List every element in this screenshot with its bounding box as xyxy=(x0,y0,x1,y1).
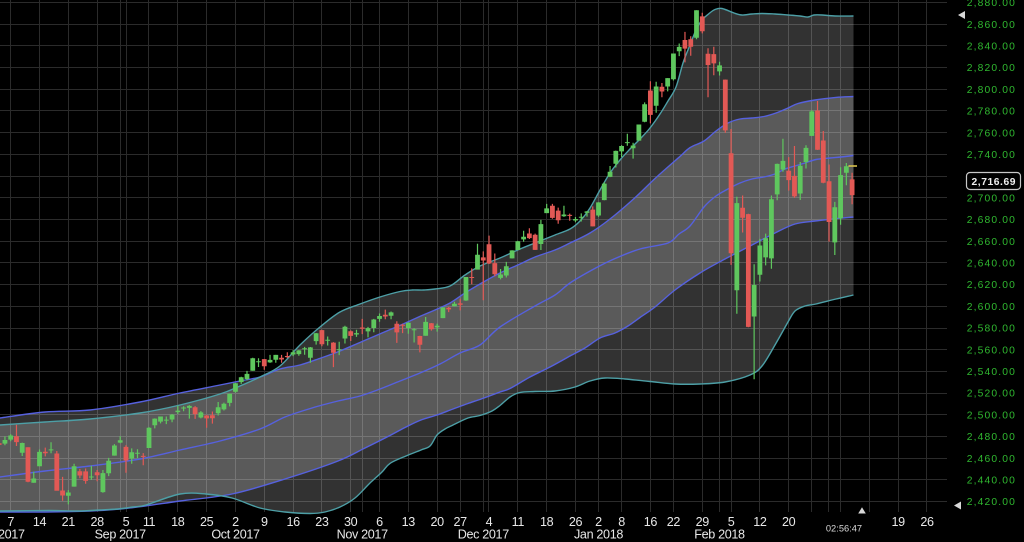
svg-text:Jan 2018: Jan 2018 xyxy=(574,528,623,542)
svg-text:16: 16 xyxy=(286,515,300,529)
svg-text:2,740.00: 2,740.00 xyxy=(967,150,1016,161)
svg-text:2: 2 xyxy=(232,515,239,529)
svg-text:Sep 2017: Sep 2017 xyxy=(95,528,146,542)
svg-text:25: 25 xyxy=(200,515,214,529)
svg-text:29: 29 xyxy=(696,515,710,529)
svg-text:6: 6 xyxy=(376,515,383,529)
svg-text:2,420.00: 2,420.00 xyxy=(967,497,1016,508)
svg-text:4: 4 xyxy=(486,515,493,529)
svg-text:2,860.00: 2,860.00 xyxy=(967,20,1016,31)
svg-text:2,520.00: 2,520.00 xyxy=(967,389,1016,400)
svg-text:2,480.00: 2,480.00 xyxy=(967,432,1016,443)
svg-text:11: 11 xyxy=(512,515,525,529)
svg-text:2,820.00: 2,820.00 xyxy=(967,63,1016,74)
svg-text:5: 5 xyxy=(123,515,130,529)
svg-text:2,540.00: 2,540.00 xyxy=(967,367,1016,378)
svg-text:2,560.00: 2,560.00 xyxy=(967,345,1016,356)
svg-text:7: 7 xyxy=(7,515,14,529)
svg-text:27: 27 xyxy=(454,515,468,529)
svg-text:2,880.00: 2,880.00 xyxy=(967,0,1016,9)
svg-text:21: 21 xyxy=(62,515,76,529)
svg-text:2,760.00: 2,760.00 xyxy=(967,128,1016,139)
svg-text:2,780.00: 2,780.00 xyxy=(967,107,1016,118)
svg-text:5: 5 xyxy=(728,515,735,529)
svg-text:2,716.69: 2,716.69 xyxy=(972,177,1016,188)
svg-text:Nov 2017: Nov 2017 xyxy=(337,528,388,542)
svg-text:2,580.00: 2,580.00 xyxy=(967,324,1016,335)
svg-text:02:56:47: 02:56:47 xyxy=(826,524,862,534)
svg-text:28: 28 xyxy=(90,515,104,529)
svg-text:2017: 2017 xyxy=(0,528,25,542)
svg-text:23: 23 xyxy=(315,515,329,529)
svg-text:2,460.00: 2,460.00 xyxy=(967,454,1016,465)
svg-text:2,440.00: 2,440.00 xyxy=(967,476,1016,487)
svg-text:2,500.00: 2,500.00 xyxy=(967,410,1016,421)
svg-text:2,800.00: 2,800.00 xyxy=(967,85,1016,96)
svg-text:11: 11 xyxy=(143,515,156,529)
svg-text:Oct 2017: Oct 2017 xyxy=(211,528,260,542)
svg-text:30: 30 xyxy=(344,515,358,529)
svg-text:26: 26 xyxy=(569,515,583,529)
svg-text:20: 20 xyxy=(431,515,445,529)
svg-text:20: 20 xyxy=(782,515,796,529)
svg-text:2,620.00: 2,620.00 xyxy=(967,280,1016,291)
svg-text:Feb 2018: Feb 2018 xyxy=(694,528,745,542)
svg-text:8: 8 xyxy=(618,515,625,529)
svg-text:2,840.00: 2,840.00 xyxy=(967,42,1016,53)
svg-text:16: 16 xyxy=(644,515,658,529)
svg-text:14: 14 xyxy=(33,515,47,529)
svg-text:19: 19 xyxy=(892,515,906,529)
svg-text:22: 22 xyxy=(667,515,681,529)
svg-text:2,640.00: 2,640.00 xyxy=(967,259,1016,270)
svg-text:18: 18 xyxy=(540,515,554,529)
svg-text:2,660.00: 2,660.00 xyxy=(967,237,1016,248)
svg-text:13: 13 xyxy=(402,515,416,529)
svg-text:12: 12 xyxy=(753,515,767,529)
svg-text:9: 9 xyxy=(261,515,268,529)
svg-text:2,680.00: 2,680.00 xyxy=(967,215,1016,226)
svg-text:26: 26 xyxy=(920,515,934,529)
svg-text:2: 2 xyxy=(595,515,602,529)
svg-text:2,600.00: 2,600.00 xyxy=(967,302,1016,313)
svg-text:Dec 2017: Dec 2017 xyxy=(458,528,509,542)
svg-text:2,700.00: 2,700.00 xyxy=(967,193,1016,204)
svg-text:18: 18 xyxy=(171,515,185,529)
